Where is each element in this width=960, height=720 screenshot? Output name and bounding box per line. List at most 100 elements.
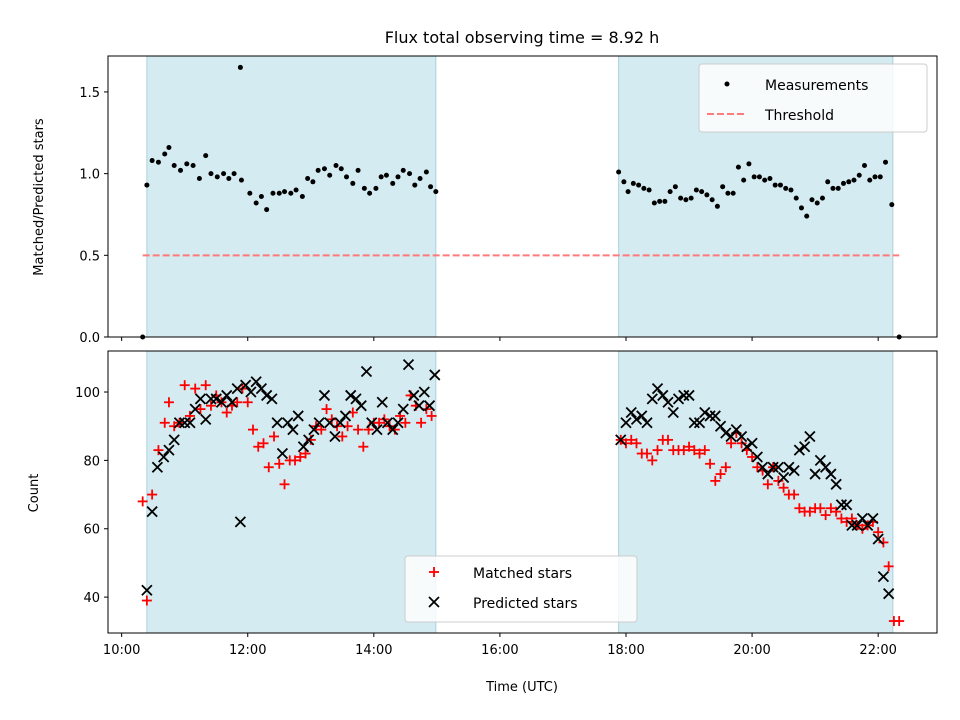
predicted-star-point <box>867 512 879 525</box>
top-measurement-points <box>140 64 902 340</box>
matched-star-point <box>815 503 826 514</box>
measurement-point <box>621 179 627 185</box>
predicted-star-point <box>282 417 294 429</box>
measurement-point <box>819 195 825 201</box>
matched-star-point <box>263 462 274 473</box>
matched-star-point <box>626 434 637 445</box>
predicted-star-point <box>714 420 727 432</box>
matched-star-point <box>878 537 889 548</box>
matched-star-point <box>699 445 710 456</box>
predicted-star-point <box>334 417 346 429</box>
measurement-point <box>856 172 862 178</box>
measurement-point <box>688 195 694 201</box>
predicted-star-point <box>699 406 711 419</box>
predicted-star-point <box>693 417 706 429</box>
predicted-star-point <box>210 393 222 405</box>
predicted-star-point <box>221 389 233 402</box>
measurement-point <box>699 189 705 195</box>
matched-star-point <box>416 417 427 428</box>
matched-star-point <box>358 441 369 452</box>
bottom-panel: 40 60 80 100 10:00 12:00 14:00 16:00 18:00 20:00… <box>27 350 938 695</box>
matched-star-point <box>179 380 190 391</box>
predicted-star-point <box>376 396 388 408</box>
bottom-shaded-intervals <box>146 350 894 634</box>
x-tick-label: 22:00 <box>859 643 896 658</box>
predicted-star-point <box>292 410 304 422</box>
matched-star-point <box>794 503 805 514</box>
predicted-star-point <box>205 393 217 405</box>
predicted-star-point <box>339 410 352 422</box>
measurement-point <box>184 161 190 167</box>
matched-star-point <box>137 496 148 507</box>
matched-star-point <box>190 383 201 394</box>
predicted-star-point <box>360 365 373 378</box>
predicted-star-point <box>397 403 409 415</box>
measurement-point <box>730 190 736 196</box>
predicted-star-point <box>783 461 795 473</box>
matched-star-point <box>663 434 674 445</box>
predicted-star-point <box>402 359 415 371</box>
bottom-y-axis-label: Count <box>27 474 42 513</box>
measurement-point <box>762 177 768 183</box>
measurement-point <box>417 176 423 182</box>
legend-measurements-label: Measurements <box>765 78 868 94</box>
predicted-star-point <box>772 461 784 473</box>
matched-star-point <box>825 503 836 514</box>
matched-star-point <box>300 448 311 459</box>
measurement-point <box>767 176 773 182</box>
predicted-star-point <box>877 570 890 583</box>
matched-star-point <box>652 445 663 456</box>
measurement-point <box>395 174 401 180</box>
matched-star-point <box>153 445 164 456</box>
predicted-star-point <box>245 386 257 398</box>
measurement-point <box>264 207 270 213</box>
matched-star-point <box>326 414 337 425</box>
top-y-axis-label: Matched/Predicted stars <box>32 118 47 276</box>
predicted-star-point <box>641 417 653 429</box>
matched-star-point <box>316 424 327 435</box>
predicted-star-point <box>825 468 837 480</box>
y-tick-label: 1.0 <box>79 168 100 183</box>
top-axes-frame <box>107 55 938 338</box>
predicted-star-point <box>141 584 153 596</box>
measurement-point <box>662 198 668 204</box>
matched-star-point <box>247 424 258 435</box>
measurement-point <box>741 177 747 183</box>
matched-star-point <box>258 438 269 449</box>
predicted-star-point <box>387 423 399 436</box>
y-tick-label: 1.5 <box>79 86 100 101</box>
measurement-point <box>321 166 327 172</box>
matched-star-point <box>200 380 211 391</box>
predicted-star-point <box>313 417 325 429</box>
predicted-star-point <box>345 389 357 402</box>
matched-star-point <box>147 489 158 500</box>
predicted-star-point <box>777 471 790 484</box>
matched-stars-points <box>137 380 905 627</box>
bottom-y-ticks: 40 60 80 100 <box>75 386 108 606</box>
measurement-point <box>693 187 699 193</box>
measurement-point <box>657 198 663 204</box>
legend-matched-marker <box>429 567 439 577</box>
predicted-star-point <box>846 519 858 531</box>
measurement-point <box>883 159 889 165</box>
measurement-point <box>788 187 794 193</box>
x-tick-label: 16:00 <box>481 643 518 658</box>
predicted-star-point <box>318 389 331 402</box>
matched-star-point <box>831 506 842 517</box>
predicted-star-point <box>392 417 404 429</box>
measurement-point <box>238 177 244 183</box>
predicted-star-point <box>287 423 299 436</box>
legend-threshold-label: Threshold <box>764 108 834 124</box>
measurement-point <box>293 187 299 193</box>
predicted-star-point <box>271 417 283 429</box>
matched-star-point <box>631 438 642 449</box>
measurement-point <box>390 180 396 186</box>
measurement-point <box>616 169 622 175</box>
measurement-point <box>214 174 220 180</box>
matched-star-point <box>715 469 726 480</box>
matched-star-point <box>778 482 789 493</box>
measurement-point <box>276 190 282 196</box>
matched-star-point <box>400 417 411 428</box>
predicted-star-point <box>429 369 441 381</box>
measurement-point <box>373 185 379 191</box>
